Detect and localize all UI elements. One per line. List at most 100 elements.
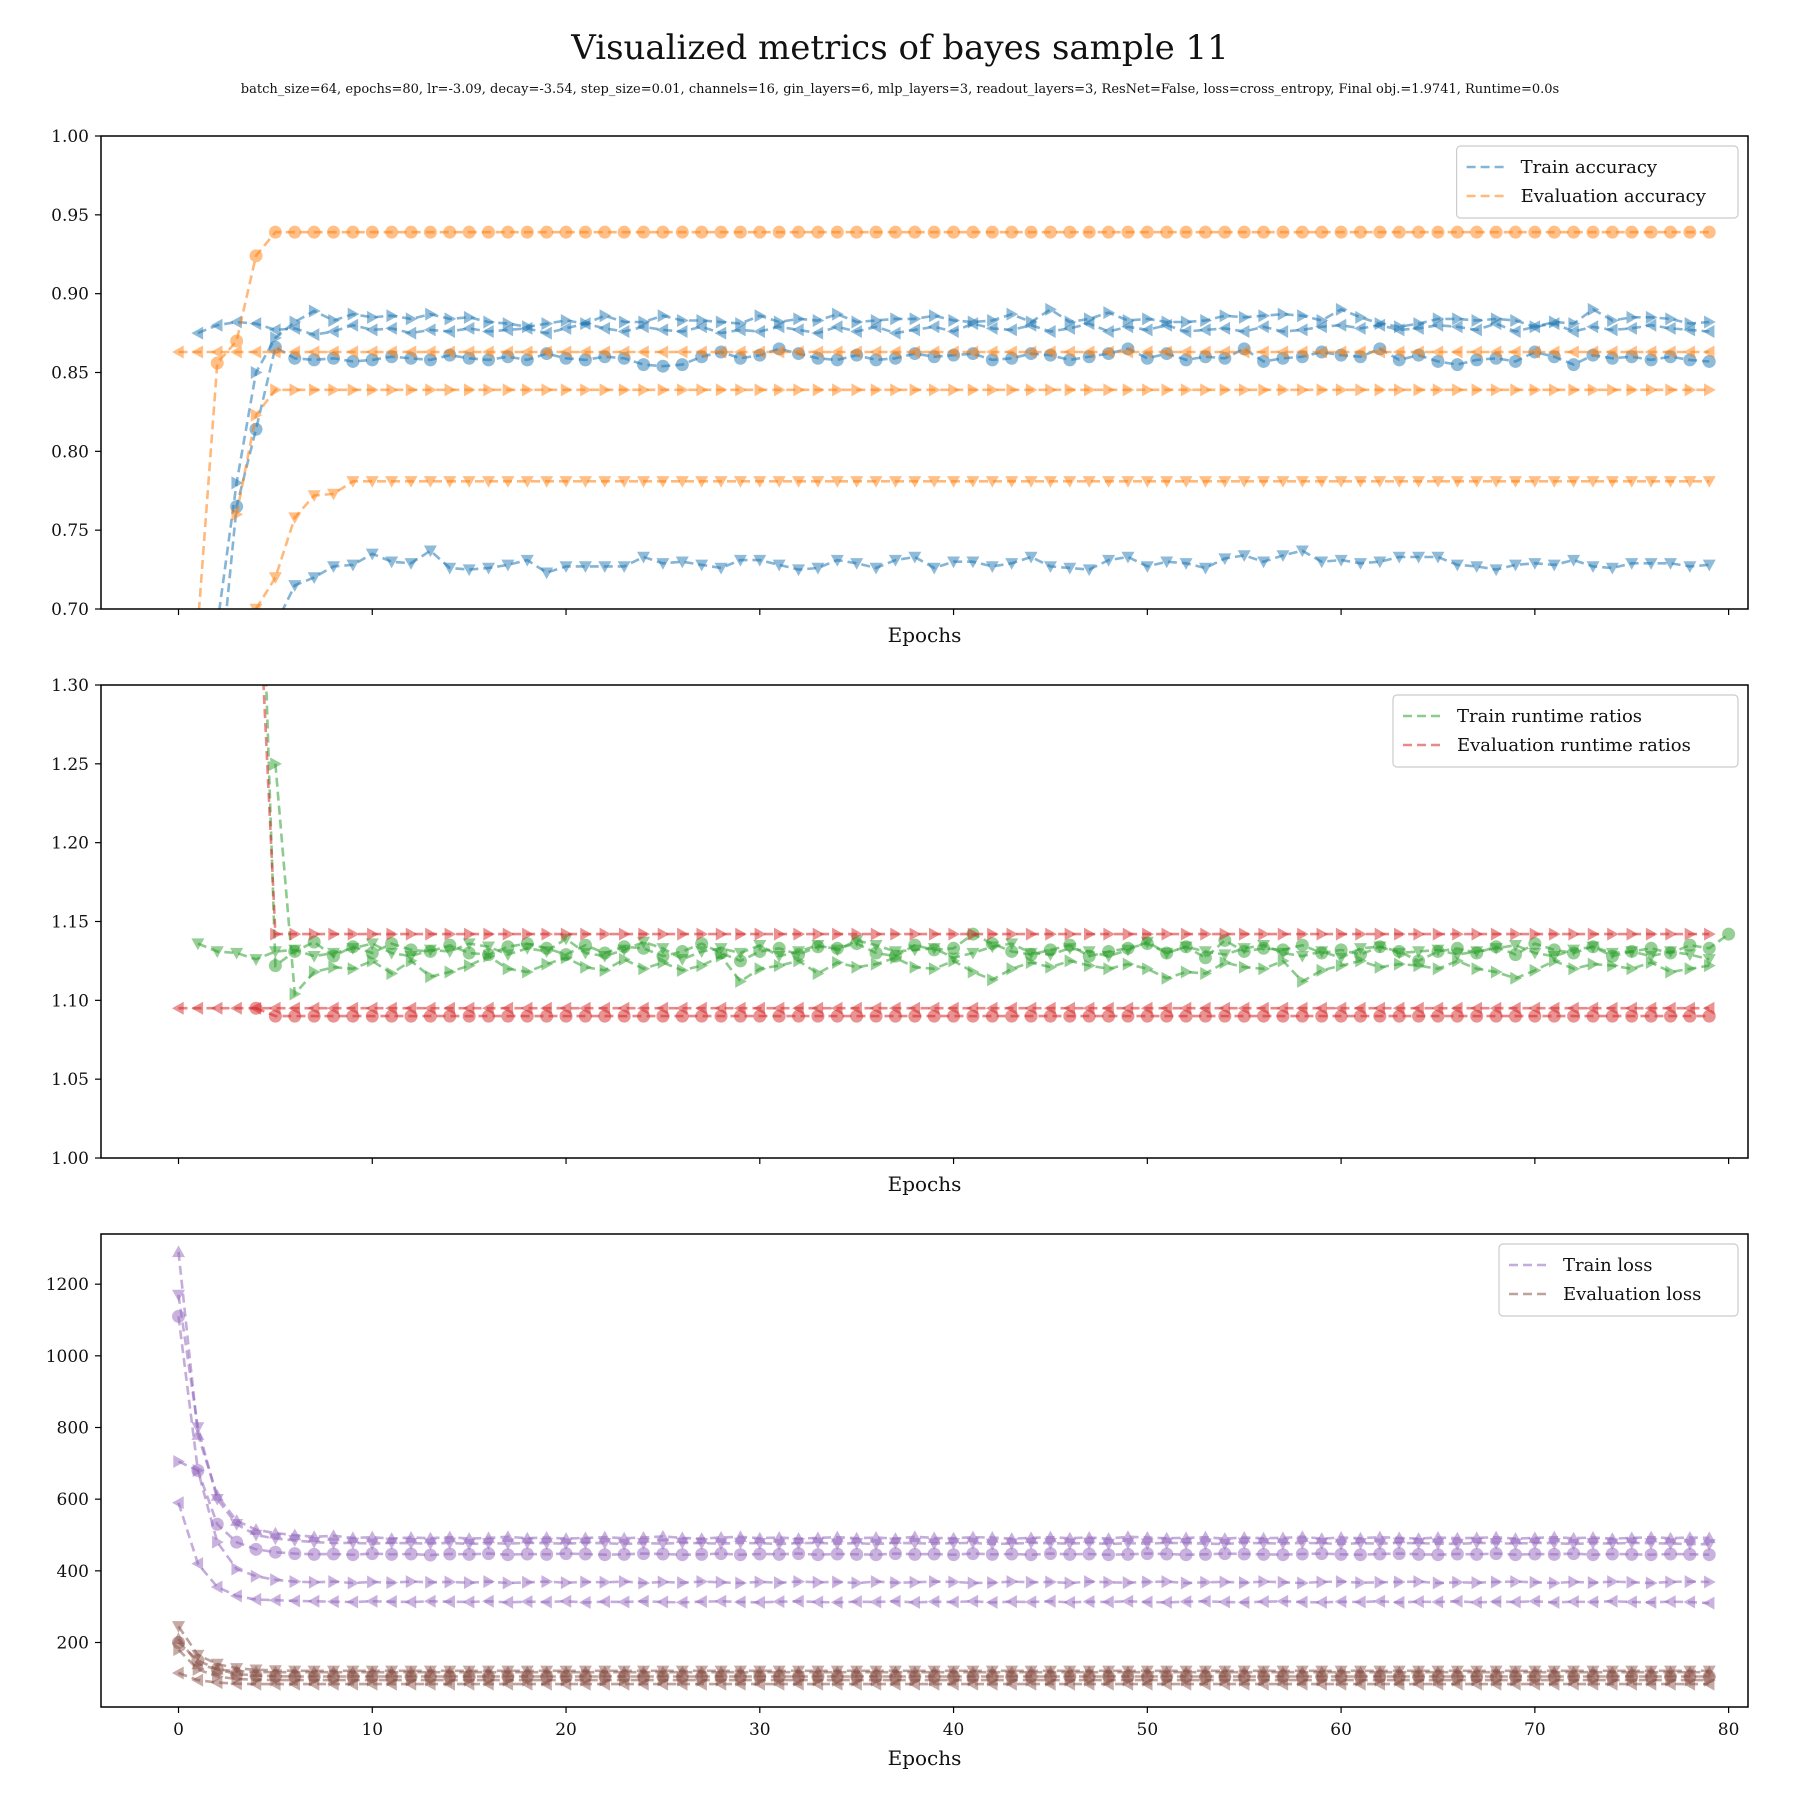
data-point [1257,1677,1269,1691]
data-point [1045,1575,1057,1589]
data-point [927,1677,940,1691]
data-point [927,476,941,488]
data-point [811,939,825,952]
x-axis-label: Epochs [888,1746,962,1770]
data-point [1295,1547,1309,1561]
data-point [1140,1665,1154,1678]
data-point [1684,962,1697,976]
data-point [1103,927,1116,941]
data-point [851,1576,864,1590]
data-point [307,345,320,359]
data-point [365,225,379,239]
data-point [598,476,612,488]
data-point [598,950,612,963]
data-point [307,1594,320,1608]
data-point [1605,1547,1619,1561]
data-point [1625,946,1639,958]
data-point [947,345,959,359]
data-point [753,476,767,488]
data-point [1315,1665,1329,1678]
series-line [177,1648,1710,1682]
data-point [1103,306,1116,320]
data-point [1102,476,1116,488]
data-point [1353,558,1367,570]
data-point [637,1547,651,1561]
data-point [1122,313,1135,327]
data-point [735,317,747,331]
data-point [1064,927,1077,941]
data-point [1353,321,1366,335]
data-point [443,1001,455,1015]
data-point [1005,938,1019,951]
data-point [793,954,806,968]
data-point [1567,325,1579,339]
data-point [423,1677,436,1691]
data-point [656,323,669,337]
data-point [1335,302,1348,316]
data-point [1567,358,1581,372]
data-point [191,1422,205,1434]
data-point [792,345,804,359]
data-point [1277,1575,1290,1589]
data-point [830,320,843,334]
data-point [1626,383,1639,397]
data-point [1122,383,1135,397]
data-point [405,383,418,397]
data-point [1161,1575,1174,1589]
data-point [928,309,941,323]
data-point [423,1594,436,1608]
data-point [637,1001,649,1015]
data-point [888,1677,901,1691]
data-point [1412,1677,1424,1691]
data-point [1607,1575,1619,1589]
data-point [1374,960,1387,974]
data-point [1142,312,1154,326]
data-point [850,1538,864,1550]
data-point [1297,974,1309,988]
data-point [1644,476,1658,488]
data-point [1218,1001,1231,1015]
x-tick-label: 80 [1718,1720,1740,1740]
data-point [1683,1595,1696,1609]
data-point [792,323,804,337]
data-point [1547,225,1561,239]
data-point [1179,325,1192,339]
data-point [987,927,999,941]
data-point [443,225,457,239]
legend-label: Evaluation runtime ratios [1457,735,1691,756]
data-point [210,946,224,958]
data-point [888,1001,901,1015]
data-point [985,1538,999,1551]
data-point [1295,1595,1308,1609]
data-point [210,345,223,359]
data-point [289,1575,302,1589]
data-point [1470,225,1484,239]
data-point [172,1289,186,1302]
data-point [1645,1576,1658,1590]
data-point [502,1576,515,1590]
data-point [753,325,765,339]
data-point [1179,345,1192,359]
data-point [347,927,360,941]
data-point [1024,1548,1038,1562]
data-point [1198,1001,1211,1015]
data-point [1374,927,1387,941]
data-point [637,1665,651,1678]
data-point [1198,225,1212,239]
data-point [327,325,339,339]
data-point [1431,1665,1445,1678]
data-point [268,946,282,958]
data-point [250,408,263,422]
data-point [1025,955,1038,969]
data-point [1257,476,1271,488]
data-point [1586,1595,1599,1609]
data-point [618,952,631,966]
data-point [1160,1677,1172,1691]
data-point [405,1575,418,1589]
data-point [1508,939,1522,952]
data-point [1180,383,1193,397]
data-point [598,1595,610,1609]
data-point [1257,345,1269,359]
data-point [1140,225,1154,239]
data-point [423,1665,437,1678]
